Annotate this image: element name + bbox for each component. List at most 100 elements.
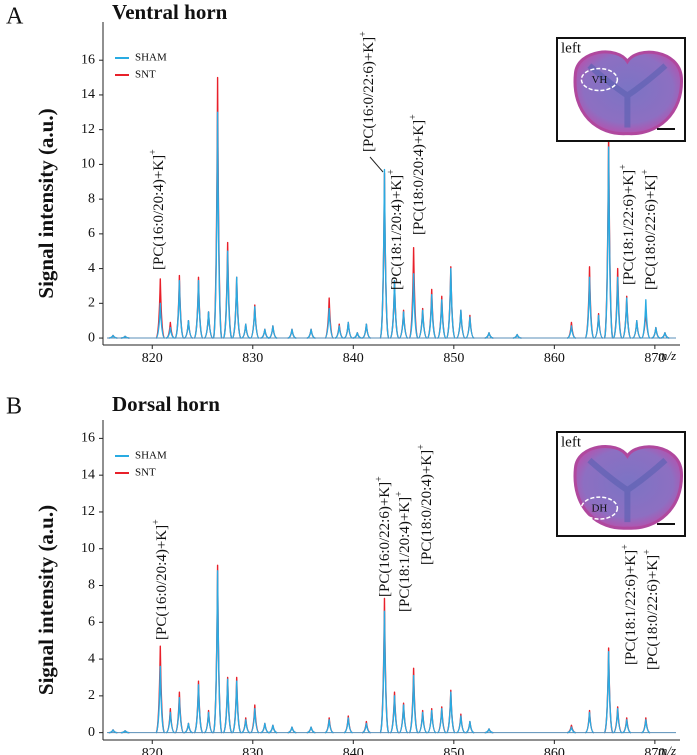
peak	[612, 276, 623, 339]
peak	[603, 651, 614, 734]
peak-annotation: [PC(16:0/20:4)+K]+	[148, 149, 167, 270]
legend-label: SHAM	[135, 52, 167, 64]
peak	[437, 708, 447, 734]
peak	[389, 280, 400, 339]
annotation-charge: +	[618, 164, 629, 170]
gray-matter	[587, 63, 668, 128]
peak-annotation: [PC(18:0/20:4)+K]+	[416, 444, 435, 565]
peak	[204, 711, 214, 734]
y-tick-label: 10	[81, 541, 95, 556]
x-tick-label: 840	[343, 746, 364, 755]
peak	[456, 715, 466, 734]
annotation-charge: +	[640, 169, 651, 175]
peak	[260, 328, 270, 339]
peak	[622, 719, 632, 734]
peak-annotation: [PC(18:1/22:6)+K]+	[620, 544, 639, 665]
peak	[379, 168, 390, 339]
peak	[398, 704, 409, 734]
x-tick-label: 860	[544, 746, 565, 755]
region-outline	[580, 67, 619, 92]
annotation-charge: +	[408, 114, 419, 120]
peak	[260, 722, 270, 734]
x-axis-label: m/z	[658, 348, 676, 363]
x-tick-label: 820	[142, 746, 163, 755]
peak	[398, 311, 409, 339]
y-axis-label: Signal intensity (a.u.)	[34, 108, 58, 298]
x-tick-label: 840	[343, 351, 364, 366]
annotation-text: [PC(18:0/20:4)+K]	[419, 450, 435, 565]
panel-letter: B	[6, 394, 22, 420]
y-tick-label: 6	[88, 615, 95, 630]
y-tick-label: 8	[88, 578, 95, 593]
annotation-text: [PC(18:1/20:4)+K]	[389, 175, 405, 290]
peak	[287, 726, 297, 734]
y-tick-label: 6	[88, 226, 95, 241]
peak	[465, 316, 475, 339]
peak-annotation: [PC(18:0/22:6)+K]+	[642, 549, 661, 670]
inset-side-label: left	[561, 434, 582, 450]
legend-label: SHAM	[135, 450, 167, 462]
region-label: DH	[591, 503, 607, 515]
peak	[512, 333, 522, 339]
peak	[353, 332, 362, 339]
gray-matter	[587, 457, 668, 523]
y-tick-label: 12	[81, 122, 95, 137]
y-axis-label: Signal intensity (a.u.)	[34, 505, 58, 695]
peak-annotation: [PC(16:0/22:6)+K]+	[374, 476, 393, 597]
annotation-text: [PC(18:1/22:6)+K]	[621, 170, 637, 285]
peak	[445, 691, 456, 734]
peak	[603, 146, 614, 339]
annotation-text: [PC(16:0/20:4)+K]	[151, 155, 167, 270]
peak	[155, 665, 166, 734]
annotation-text: [PC(18:0/20:4)+K]	[411, 120, 427, 235]
region-outline	[580, 496, 619, 520]
peak	[426, 293, 437, 339]
annotation-charge: +	[148, 149, 159, 155]
peak	[108, 334, 118, 339]
x-tick-label: 830	[242, 746, 263, 755]
peak	[418, 309, 428, 339]
legend-label: SNT	[135, 69, 156, 81]
peak	[343, 321, 353, 339]
annotation-text: [PC(16:0/22:6)+K]	[377, 482, 393, 597]
y-tick-label: 14	[81, 87, 95, 102]
peak	[379, 610, 390, 734]
peak	[651, 326, 661, 339]
peak	[408, 674, 419, 734]
y-tick-label: 10	[81, 157, 95, 172]
y-tick-label: 8	[88, 191, 95, 206]
peak	[324, 719, 334, 734]
annotation-text: [PC(16:0/20:4)+K]	[154, 525, 170, 640]
peak	[212, 570, 223, 734]
peak	[585, 711, 595, 734]
y-tick-label: 12	[81, 504, 95, 519]
peak	[184, 722, 193, 734]
peak	[567, 726, 576, 734]
peak	[268, 325, 278, 339]
panel-title: Dorsal horn	[112, 392, 220, 416]
peak	[212, 111, 223, 339]
peak	[241, 719, 251, 734]
peak	[389, 695, 400, 734]
annotation-charge: +	[620, 544, 631, 550]
peak	[174, 697, 185, 734]
legend-label: SNT	[135, 467, 156, 479]
annotation-charge: +	[358, 31, 369, 37]
peak	[287, 328, 297, 339]
peak	[641, 719, 651, 734]
x-tick-label: 870	[644, 746, 665, 755]
peak-annotation: [PC(18:1/22:6)+K]+	[618, 164, 637, 285]
peak	[231, 276, 242, 339]
peak	[418, 711, 428, 734]
x-tick-label: 860	[544, 351, 565, 366]
region-label: VH	[591, 74, 607, 86]
peak	[120, 730, 130, 734]
x-tick-label: 870	[644, 351, 665, 366]
annotation-charge: +	[416, 444, 427, 450]
peak	[484, 332, 494, 339]
annotation-charge: +	[642, 549, 653, 555]
peak-annotation: [PC(16:0/20:4)+K]+	[151, 519, 170, 640]
peak	[436, 299, 447, 339]
peak	[408, 273, 419, 339]
